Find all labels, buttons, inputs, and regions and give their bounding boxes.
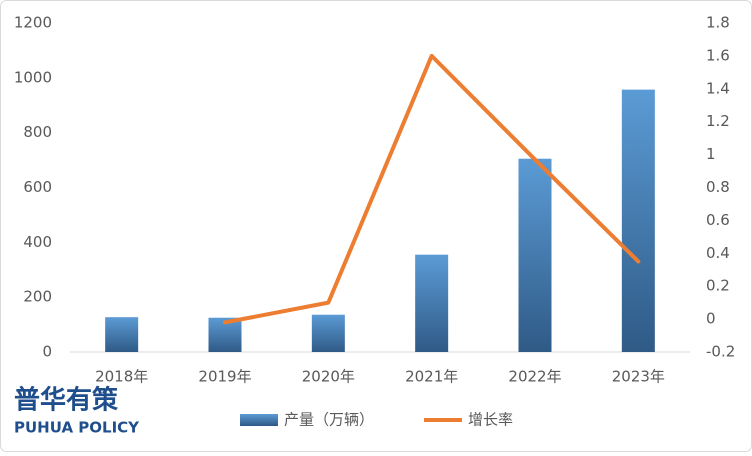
logo-title: 普华有策 bbox=[14, 385, 118, 416]
y2-tick-label: 0 bbox=[706, 310, 716, 328]
y2-tick-label: 0.4 bbox=[706, 244, 730, 262]
y-tick-label: 1000 bbox=[14, 68, 52, 86]
bar bbox=[415, 254, 449, 352]
y2-tick-label: 0.6 bbox=[706, 211, 730, 229]
x-tick-label: 2021年 bbox=[405, 368, 458, 386]
legend-label: 增长率 bbox=[468, 411, 513, 429]
x-tick-label: 2020年 bbox=[302, 368, 355, 386]
legend-swatch bbox=[240, 414, 278, 426]
x-tick-label: 2022年 bbox=[508, 368, 561, 386]
y2-tick-label: 0.2 bbox=[706, 277, 730, 295]
logo-subtitle: PUHUA POLICY bbox=[14, 419, 140, 437]
bar bbox=[621, 89, 655, 352]
y2-tick-label: 1 bbox=[706, 145, 716, 163]
y-tick-label: 400 bbox=[23, 233, 52, 251]
y2-tick-label: 1.8 bbox=[706, 14, 730, 32]
y-tick-label: 600 bbox=[23, 178, 52, 196]
bar bbox=[311, 314, 345, 352]
bar bbox=[105, 317, 139, 352]
y-tick-label: 1200 bbox=[14, 14, 52, 32]
y2-tick-label: 1.4 bbox=[706, 79, 730, 97]
y2-tick-label: 0.8 bbox=[706, 178, 730, 196]
y-tick-label: 0 bbox=[42, 343, 52, 361]
bar bbox=[518, 158, 552, 352]
y2-tick-label: 1.6 bbox=[706, 46, 730, 64]
y2-tick-label: -0.2 bbox=[706, 343, 735, 361]
legend-label: 产量（万辆） bbox=[284, 411, 374, 429]
x-tick-label: 2023年 bbox=[612, 368, 665, 386]
line bbox=[223, 53, 641, 325]
x-tick-label: 2019年 bbox=[198, 368, 251, 386]
y-tick-label: 800 bbox=[23, 123, 52, 141]
x-tick-label: 2018年 bbox=[95, 368, 148, 386]
y-tick-label: 200 bbox=[23, 288, 52, 306]
y2-tick-label: 1.2 bbox=[706, 112, 730, 130]
